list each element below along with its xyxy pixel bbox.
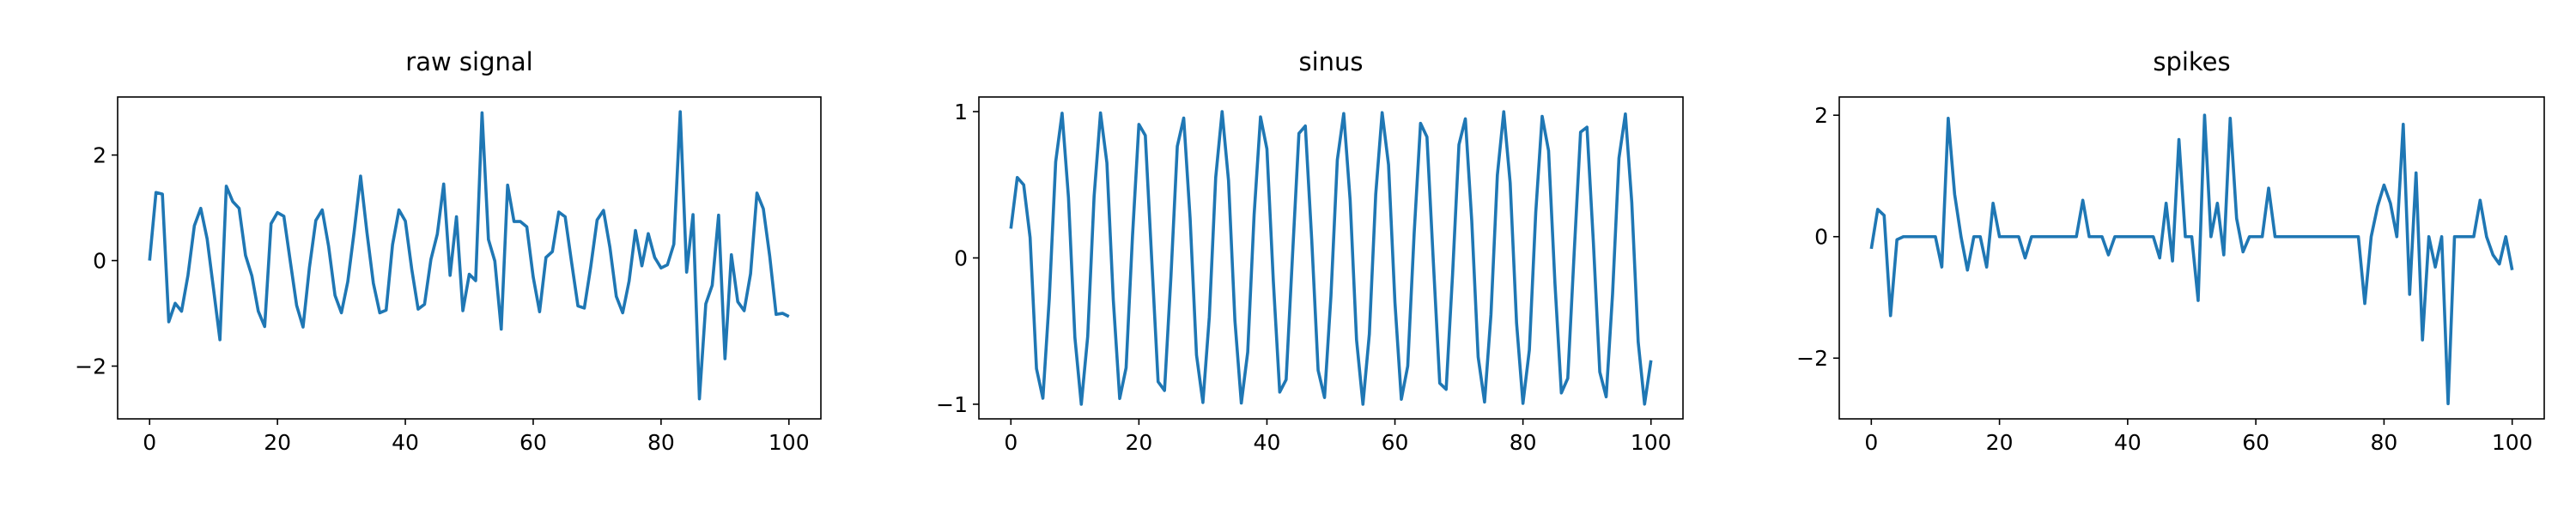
y-tick-label: −1 (936, 392, 968, 417)
line (1009, 110, 1653, 406)
x-tick-label: 100 (2492, 430, 2533, 455)
line (148, 110, 790, 401)
y-tick-label: −2 (1796, 346, 1828, 371)
x-tick-label: 60 (1382, 430, 1409, 455)
x-tick-label: 60 (2242, 430, 2269, 455)
x-tick-label: 0 (1864, 430, 1878, 455)
chart-title: spikes (2153, 47, 2230, 76)
chart-title: sinus (1298, 47, 1363, 76)
x-tick-label: 20 (1986, 430, 2014, 455)
x-tick-label: 20 (1125, 430, 1152, 455)
x-tick-label: 100 (1631, 430, 1672, 455)
axes-frame (117, 96, 822, 420)
line (1869, 113, 2514, 406)
x-tick-label: 40 (392, 430, 419, 455)
x-tick-label: 0 (143, 430, 156, 455)
axes-frame (1838, 96, 2545, 420)
y-tick-label: 0 (954, 246, 968, 271)
y-tick-label: 0 (1814, 225, 1828, 250)
x-tick-label: 40 (1254, 430, 1281, 455)
x-tick-label: 20 (264, 430, 291, 455)
x-tick-label: 40 (2114, 430, 2142, 455)
y-tick-label: 2 (1814, 103, 1828, 128)
chart-title: raw signal (405, 47, 532, 76)
axes-frame (978, 96, 1684, 420)
x-tick-label: 100 (769, 430, 810, 455)
x-tick-label: 60 (519, 430, 547, 455)
x-tick-label: 80 (647, 430, 675, 455)
y-tick-label: 1 (954, 100, 968, 124)
x-tick-label: 0 (1004, 430, 1018, 455)
x-tick-label: 80 (2371, 430, 2398, 455)
x-tick-label: 80 (1510, 430, 1537, 455)
y-tick-label: −2 (75, 354, 106, 379)
y-tick-label: 0 (93, 249, 106, 274)
y-tick-label: 2 (93, 143, 106, 168)
